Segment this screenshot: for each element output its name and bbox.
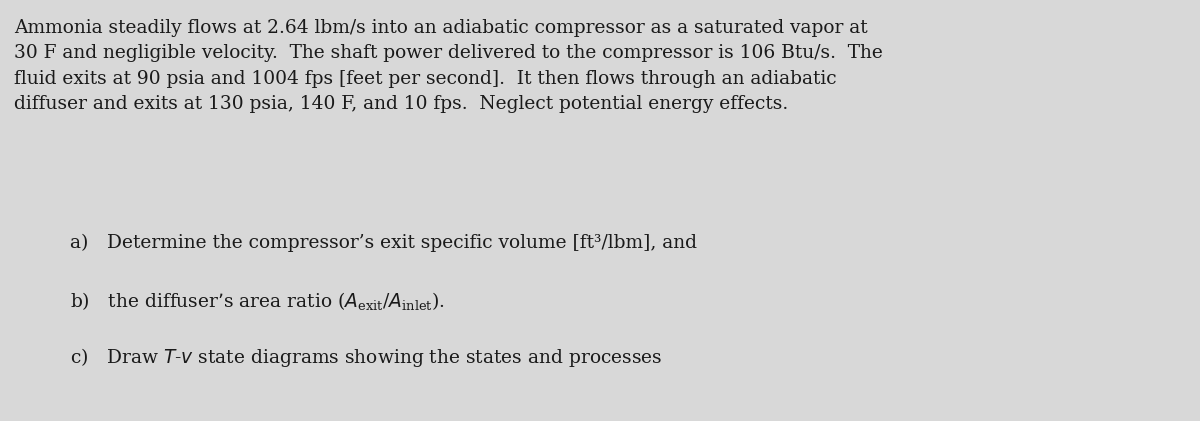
Text: Ammonia steadily flows at 2.64 lbm/s into an adiabatic compressor as a saturated: Ammonia steadily flows at 2.64 lbm/s int… bbox=[14, 19, 883, 113]
Text: a) Determine the compressor’s exit specific volume [ft³/lbm], and: a) Determine the compressor’s exit speci… bbox=[70, 234, 696, 252]
Text: b) the diffuser’s area ratio ($A_\mathregular{exit}$/$A_\mathregular{inlet}$).: b) the diffuser’s area ratio ($A_\mathre… bbox=[70, 290, 445, 313]
Text: c) Draw $T$-$v$ state diagrams showing the states and processes: c) Draw $T$-$v$ state diagrams showing t… bbox=[70, 346, 662, 369]
